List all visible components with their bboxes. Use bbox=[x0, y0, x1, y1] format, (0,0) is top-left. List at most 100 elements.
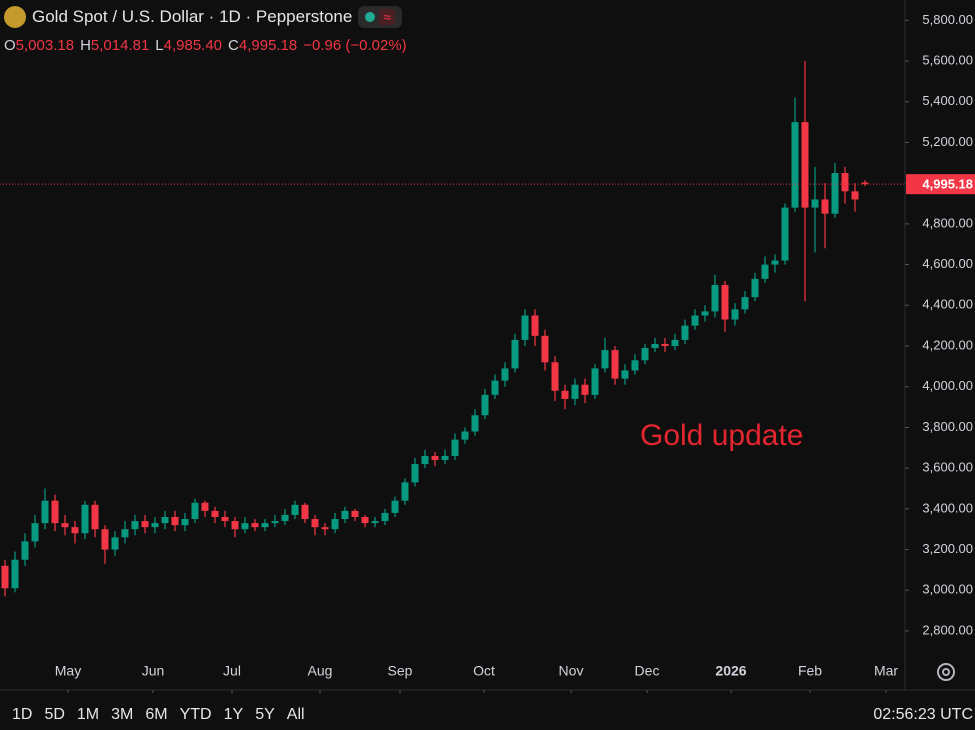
y-tick-label: 4,200.00 bbox=[922, 337, 973, 352]
candle-body bbox=[281, 514, 289, 522]
candle-body bbox=[591, 368, 599, 395]
candle-body bbox=[831, 173, 839, 214]
candle-body bbox=[1, 565, 9, 589]
candle-body bbox=[311, 519, 319, 528]
candle-body bbox=[191, 502, 199, 520]
y-tick-label: 3,400.00 bbox=[922, 500, 973, 515]
ohlc-value: 5,003.18 bbox=[15, 37, 75, 54]
wave-icon: ≈ bbox=[379, 9, 395, 25]
range-button[interactable]: 6M bbox=[145, 706, 168, 723]
x-tick-label: Nov bbox=[559, 663, 584, 679]
x-tick-label: Oct bbox=[473, 663, 495, 679]
clock: 02:56:23 UTC bbox=[873, 706, 973, 723]
candle-body bbox=[251, 523, 259, 528]
status-dot bbox=[365, 12, 376, 22]
candle-body bbox=[271, 521, 279, 524]
candle-body bbox=[471, 415, 479, 432]
candle-body bbox=[781, 207, 789, 261]
candle-body bbox=[141, 521, 149, 528]
last-price-box bbox=[906, 174, 975, 195]
candle-body bbox=[841, 173, 849, 192]
candle-body bbox=[331, 519, 339, 530]
x-tick-label: 2026 bbox=[715, 663, 746, 679]
candle-body bbox=[461, 431, 469, 440]
candle-body bbox=[371, 521, 379, 524]
candle-body bbox=[761, 264, 769, 279]
candle-body bbox=[521, 315, 529, 340]
range-button[interactable]: All bbox=[286, 706, 305, 723]
candle-body bbox=[551, 362, 559, 391]
ohlc-line: O5,003.18 H5,014.81 L4,985.40 C4,995.18 −0.9… bbox=[4, 37, 407, 54]
candle-body bbox=[681, 325, 689, 340]
candle-body bbox=[561, 390, 569, 399]
candle-body bbox=[651, 343, 659, 349]
y-tick-label: 5,200.00 bbox=[922, 134, 973, 149]
candle-body bbox=[751, 278, 759, 298]
candle-body bbox=[401, 482, 409, 501]
candle-body bbox=[691, 315, 699, 326]
header: Gold Spot / U.S. Dollar · 1D · Peppersto… bbox=[4, 6, 402, 28]
candle-body bbox=[321, 527, 329, 530]
range-button[interactable]: 5Y bbox=[255, 706, 275, 723]
candle-body bbox=[731, 309, 739, 320]
candle-body bbox=[661, 343, 669, 347]
candle-body bbox=[861, 182, 869, 185]
candle-body bbox=[601, 350, 609, 369]
candle-body bbox=[61, 523, 69, 528]
y-tick-label: 5,800.00 bbox=[922, 12, 973, 27]
candle-body bbox=[451, 439, 459, 456]
chart: Gold update 2,800.00 3,000.00 3,200.00 3,40… bbox=[0, 0, 975, 693]
y-tick-label: 3,200.00 bbox=[922, 541, 973, 556]
candle-body bbox=[351, 510, 359, 517]
candle-body bbox=[421, 455, 429, 465]
candle-body bbox=[341, 510, 349, 520]
x-tick-label: Feb bbox=[798, 663, 822, 679]
candle-body bbox=[101, 529, 109, 550]
x-tick-label: Mar bbox=[874, 663, 898, 679]
candle-body bbox=[821, 199, 829, 214]
candle-body bbox=[381, 512, 389, 522]
ohlc-change: −0.96 (−0.02%) bbox=[303, 37, 407, 54]
candle-body bbox=[431, 455, 439, 460]
range-button[interactable]: YTD bbox=[179, 706, 212, 723]
x-tick-label: Jun bbox=[142, 663, 165, 679]
candle-body bbox=[31, 523, 39, 542]
last-price-label: 4,995.18 bbox=[922, 177, 973, 192]
y-tick-label: 3,800.00 bbox=[922, 419, 973, 434]
range-button[interactable]: 3M bbox=[111, 706, 134, 723]
candle-body bbox=[151, 523, 159, 528]
x-tick-label: Sep bbox=[388, 663, 413, 679]
candle-body bbox=[51, 500, 59, 524]
candle-body bbox=[111, 537, 119, 550]
y-tick-label: 2,800.00 bbox=[922, 622, 973, 637]
candle-body bbox=[641, 348, 649, 361]
candle-body bbox=[41, 500, 49, 524]
x-tick-label: Dec bbox=[635, 663, 660, 679]
status-pill[interactable]: ≈ bbox=[358, 6, 402, 28]
candle-body bbox=[391, 500, 399, 513]
candle-body bbox=[211, 510, 219, 517]
ohlc-key: H bbox=[80, 37, 91, 54]
candle-body bbox=[301, 504, 309, 520]
candle-body bbox=[231, 521, 239, 530]
y-tick-label: 3,600.00 bbox=[922, 460, 973, 475]
candle-body bbox=[481, 394, 489, 416]
symbol-icon bbox=[4, 6, 26, 28]
candle-body bbox=[11, 559, 19, 589]
y-tick-label: 4,000.00 bbox=[922, 378, 973, 393]
settings-icon[interactable] bbox=[937, 663, 955, 681]
range-button[interactable]: 1D bbox=[12, 706, 33, 723]
range-buttons: 1D 5D 1M 3M 6M YTD 1Y 5Y All bbox=[12, 706, 305, 724]
candle-body bbox=[851, 191, 859, 200]
y-tick-label: 4,800.00 bbox=[922, 215, 973, 230]
range-button[interactable]: 5D bbox=[44, 706, 65, 723]
ohlc-key: C bbox=[228, 37, 239, 54]
range-button[interactable]: 1Y bbox=[223, 706, 244, 723]
ohlc-value: 4,995.18 bbox=[238, 37, 298, 54]
candle-body bbox=[441, 455, 449, 460]
candle-body bbox=[291, 504, 299, 515]
y-tick-label: 5,400.00 bbox=[922, 93, 973, 108]
x-tick-label: Aug bbox=[308, 663, 333, 679]
range-button[interactable]: 1M bbox=[76, 706, 100, 723]
